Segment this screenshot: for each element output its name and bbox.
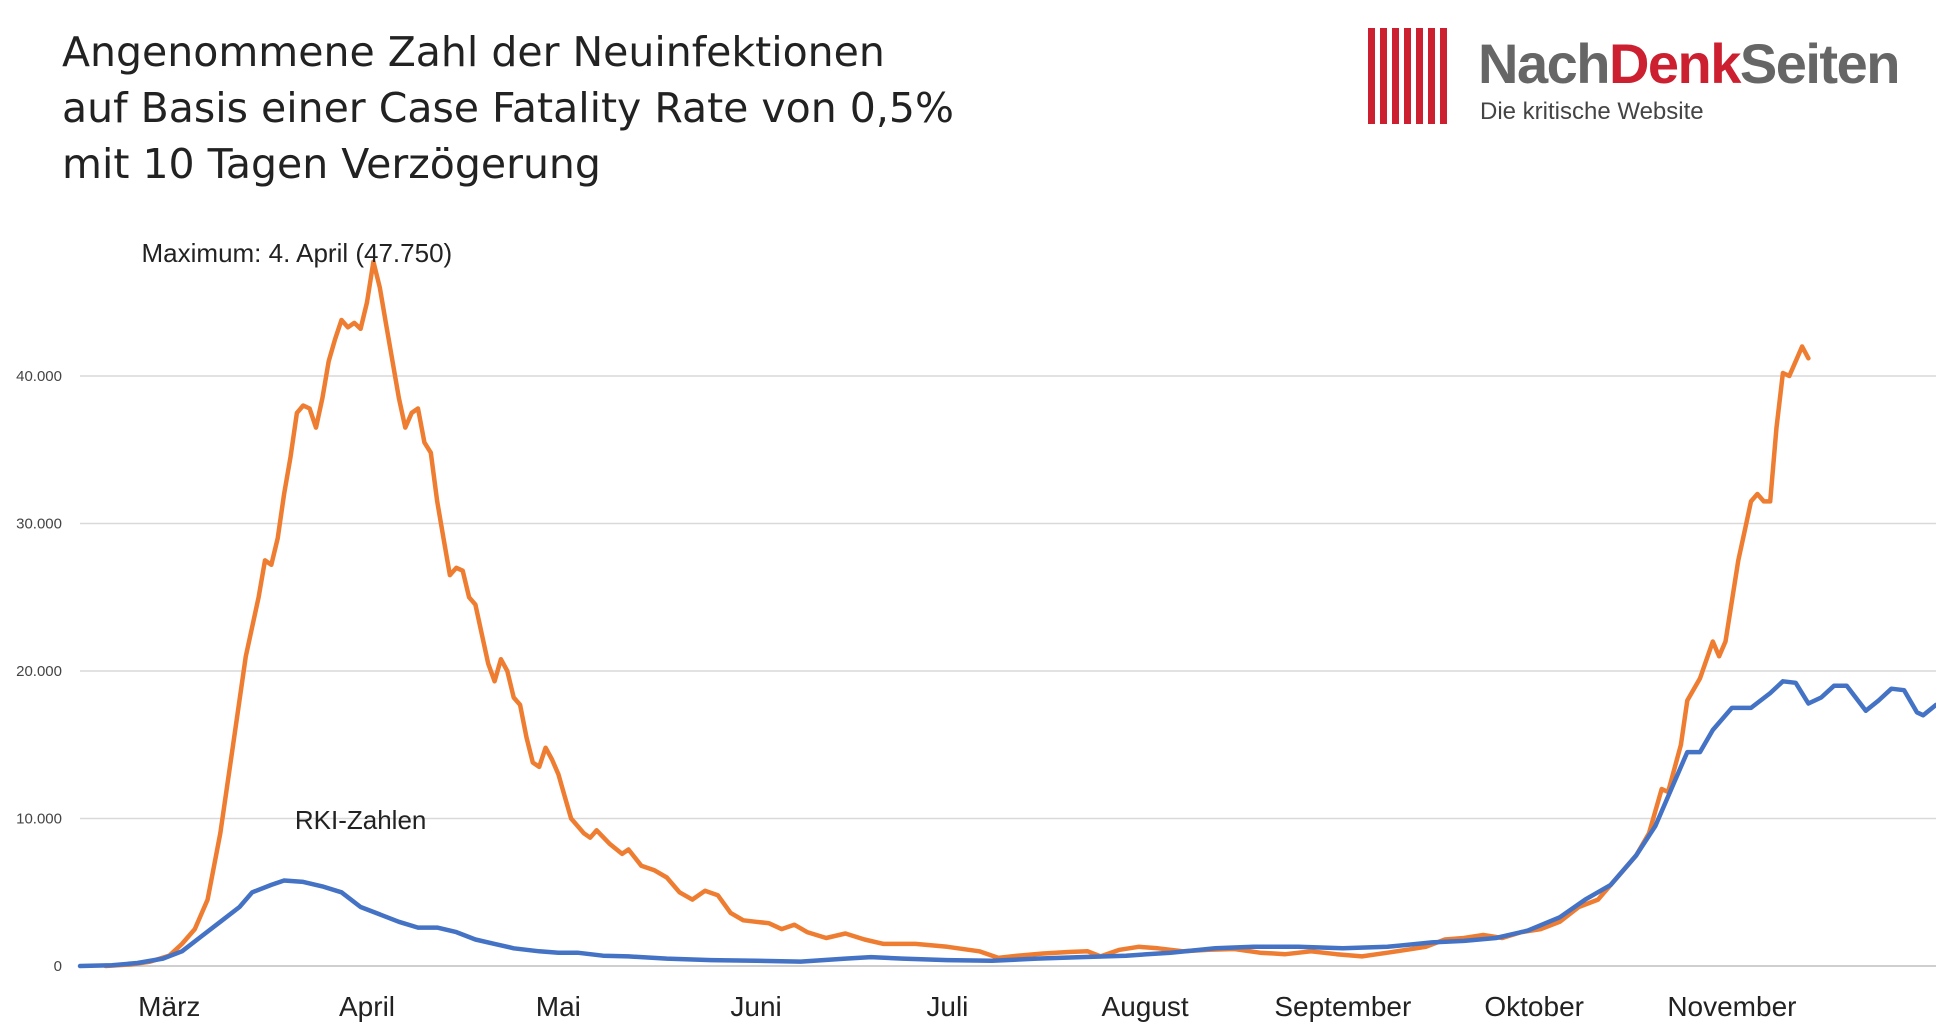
series-line-1: [77, 679, 1936, 969]
logo-name-part1: Nach: [1478, 32, 1610, 95]
series-line-0: [103, 259, 1811, 969]
x-tick-label: August: [1102, 991, 1189, 1022]
x-axis-ticks: März April Mai Juni Juli August September Oktob…: [138, 991, 1796, 1022]
x-tick-label: November: [1667, 991, 1796, 1022]
x-tick-label: Oktober: [1484, 991, 1584, 1022]
nachdenkseiten-logo: NachDenkSeiten Die kritische Website: [1368, 28, 1908, 128]
logo-name-part3: Seiten: [1739, 32, 1901, 95]
x-tick-label: September: [1274, 991, 1411, 1022]
logo-tagline: Die kritische Website: [1480, 98, 1704, 125]
series-lines: [77, 259, 1936, 969]
annotations: Maximum: 4. April (47.750) RKI-Zahlen: [142, 238, 453, 835]
x-tick-label: April: [339, 991, 395, 1022]
x-tick-label: Juli: [926, 991, 968, 1022]
logo-name-part2: Denk: [1608, 32, 1741, 95]
y-tick-label: 0: [54, 958, 62, 975]
x-tick-label: Mai: [536, 991, 581, 1022]
y-axis-ticks: 0 10.000 20.000 30.000 40.000: [16, 368, 62, 975]
y-tick-label: 10.000: [16, 811, 62, 828]
y-tick-label: 30.000: [16, 516, 62, 533]
annotation-label: Maximum: 4. April (47.750): [142, 238, 453, 268]
title-line-3: mit 10 Tagen Verzögerung: [62, 140, 601, 188]
x-tick-label: März: [138, 991, 200, 1022]
title-line-1: Angenommene Zahl der Neuinfektionen: [62, 28, 885, 76]
grid-lines: [80, 375, 1936, 967]
title-line-2: auf Basis einer Case Fatality Rate von 0…: [62, 84, 954, 132]
annotation-label: RKI-Zahlen: [295, 805, 427, 835]
x-tick-label: Juni: [730, 991, 781, 1022]
chart-title: Angenommene Zahl der Neuinfektionen auf …: [62, 24, 954, 192]
logo-name: NachDenkSeiten: [1478, 32, 1901, 95]
y-tick-label: 20.000: [16, 663, 62, 680]
y-tick-label: 40.000: [16, 368, 62, 385]
